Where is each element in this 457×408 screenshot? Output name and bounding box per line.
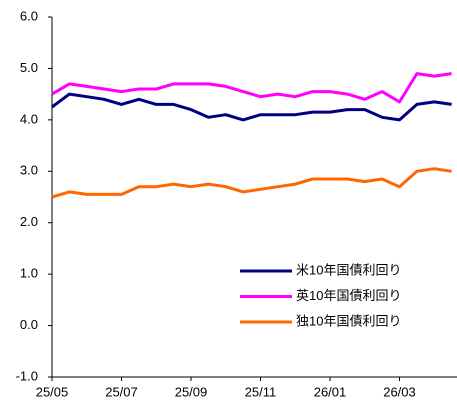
legend-label: 米10年国債利回り — [296, 262, 401, 277]
y-tick-label: 0.0 — [20, 317, 38, 332]
x-tick-label: 26/03 — [383, 384, 416, 399]
x-tick-label: 25/05 — [36, 384, 69, 399]
series-line — [51, 92, 452, 122]
y-tick-label: -1.0 — [16, 368, 38, 383]
legend-label: 独10年国債利回り — [296, 313, 401, 328]
y-tick-label: 4.0 — [20, 111, 38, 126]
x-tick-label: 25/07 — [105, 384, 138, 399]
x-tick-label: 26/01 — [314, 384, 347, 399]
y-tick-label: 1.0 — [20, 266, 38, 281]
y-tick-label: 3.0 — [20, 163, 38, 178]
x-tick-label: 25/11 — [245, 384, 277, 399]
y-tick-label: 6.0 — [20, 8, 38, 23]
y-tick-label: 5.0 — [20, 60, 38, 75]
series-line — [51, 72, 452, 104]
legend-label: 英10年国債利回り — [296, 288, 401, 303]
y-tick-label: 2.0 — [20, 214, 38, 229]
series-line — [51, 167, 452, 199]
x-tick-label: 25/09 — [175, 384, 208, 399]
